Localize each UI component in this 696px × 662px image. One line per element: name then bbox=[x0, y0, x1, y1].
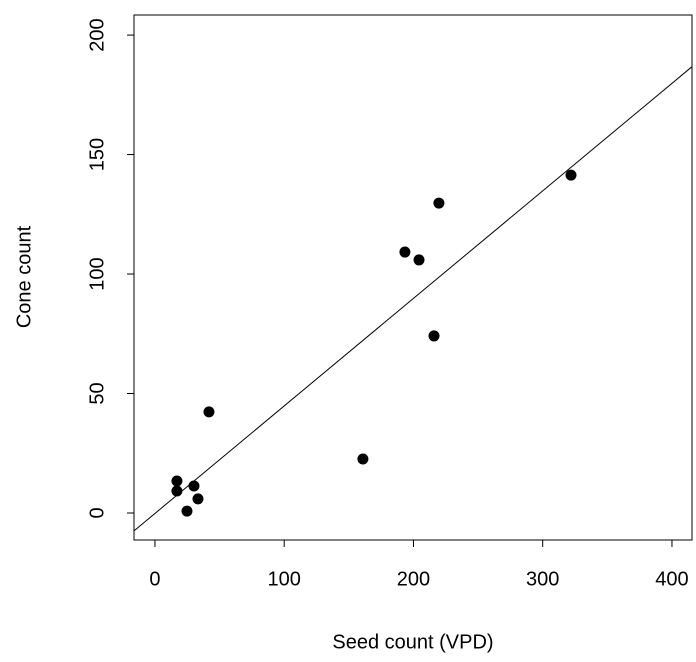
point bbox=[203, 406, 215, 418]
x-tick-label: 400 bbox=[655, 568, 688, 590]
x-tick-label: 200 bbox=[397, 568, 430, 590]
x-axis-title: Seed count (VPD) bbox=[332, 631, 493, 653]
point bbox=[171, 485, 183, 497]
point bbox=[565, 169, 577, 181]
point bbox=[188, 480, 200, 492]
x-tick-label: 100 bbox=[268, 568, 301, 590]
x-tick-label: 0 bbox=[149, 568, 160, 590]
y-tick-label: 200 bbox=[86, 18, 108, 51]
x-tick-label: 300 bbox=[526, 568, 559, 590]
point bbox=[413, 254, 425, 266]
y-axis-title: Cone count bbox=[13, 225, 35, 328]
point bbox=[181, 505, 193, 517]
y-tick-label: 0 bbox=[86, 507, 108, 518]
point bbox=[357, 453, 369, 465]
point bbox=[433, 197, 445, 209]
point bbox=[192, 493, 204, 505]
point bbox=[171, 475, 183, 487]
y-tick-label: 50 bbox=[86, 382, 108, 404]
regression-line bbox=[134, 66, 692, 532]
point bbox=[399, 246, 411, 258]
point bbox=[428, 330, 440, 342]
y-tick-label: 150 bbox=[86, 138, 108, 171]
y-tick-label: 100 bbox=[86, 257, 108, 290]
